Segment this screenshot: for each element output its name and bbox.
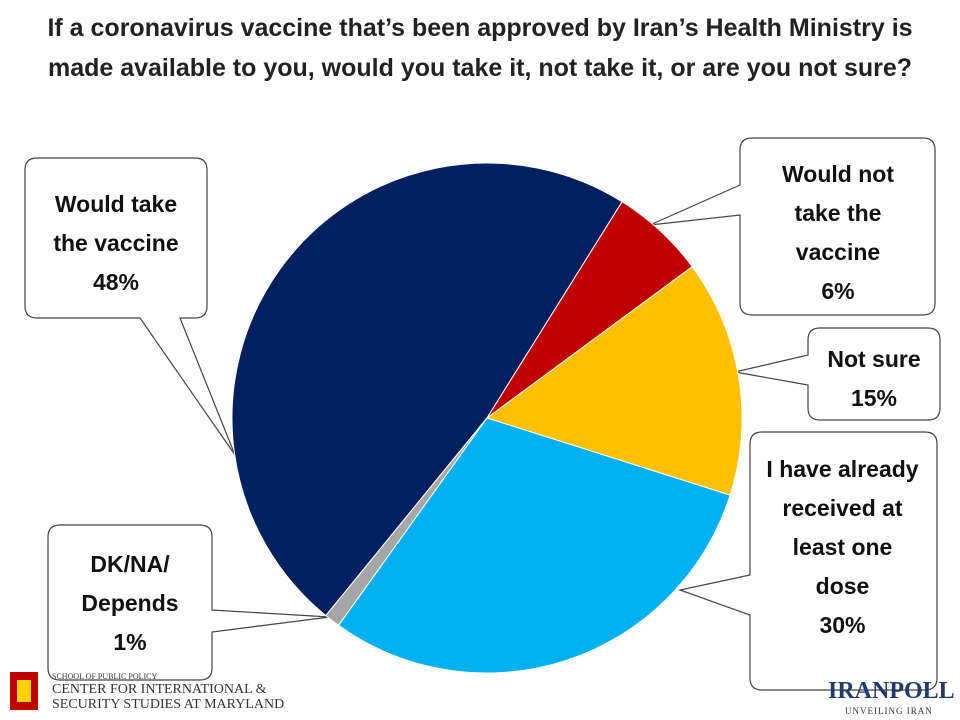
logo-shield-inner xyxy=(17,680,31,702)
logo-iranpoll: IRANPOLL xyxy=(828,678,955,704)
callout-category: Not sure xyxy=(827,346,921,372)
pie-slice xyxy=(337,417,731,674)
maryland-logo xyxy=(10,672,38,710)
callout-category: I have already received at least one dos… xyxy=(766,456,919,599)
logo-center-line2: SECURITY STUDIES AT MARYLAND xyxy=(52,697,285,712)
pie-slice xyxy=(231,162,623,617)
pie-slice xyxy=(325,417,488,627)
callouts xyxy=(24,137,941,691)
callout-value: 1% xyxy=(113,629,147,655)
logo-iranpoll-tagline: UNVEILING IRAN xyxy=(845,706,933,716)
callout-value: 15% xyxy=(850,385,898,411)
chart-title: If a coronavirus vaccine that’s been app… xyxy=(47,14,913,82)
callout-value: 6% xyxy=(821,278,855,304)
callout-category: DK/NA/ Depends xyxy=(81,551,179,616)
callout-category: Would not take the vaccine xyxy=(782,161,894,265)
logo-school: SCHOOL OF PUBLIC POLICY xyxy=(52,672,158,681)
logo-center-line1: CENTER FOR INTERNATIONAL & xyxy=(52,682,267,697)
callout-category: Would take the vaccine xyxy=(53,191,179,256)
callout-value: 48% xyxy=(92,269,140,295)
callout-value: 30% xyxy=(819,612,866,638)
